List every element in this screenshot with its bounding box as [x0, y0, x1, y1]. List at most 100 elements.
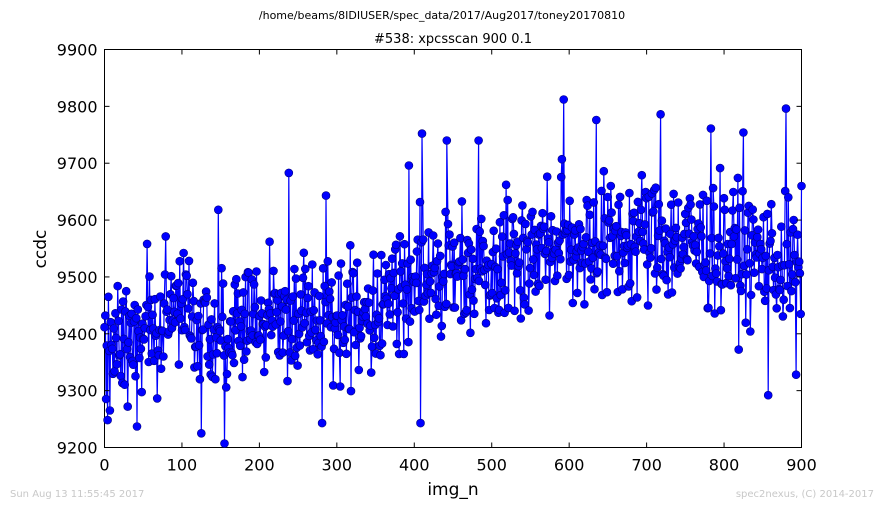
- data-point: [236, 322, 246, 331]
- data-point: [607, 208, 616, 217]
- y-tick-label: 9300: [57, 382, 98, 401]
- data-point: [148, 310, 157, 320]
- data-point: [214, 205, 223, 215]
- data-point: [364, 298, 374, 308]
- data-point: [228, 350, 237, 360]
- footer-credit: spec2nexus, (C) 2014-2017: [736, 489, 874, 500]
- data-point: [697, 232, 706, 241]
- data-point: [702, 196, 712, 206]
- data-point: [113, 281, 122, 291]
- data-point: [783, 193, 793, 202]
- data-point: [317, 418, 327, 428]
- data-point: [335, 348, 344, 358]
- data-point: [336, 259, 346, 268]
- data-point: [383, 299, 393, 309]
- data-point: [235, 341, 245, 351]
- data-point: [387, 254, 397, 264]
- data-point: [586, 275, 595, 284]
- data-point: [338, 310, 347, 320]
- data-point: [611, 221, 621, 231]
- data-point: [701, 266, 711, 275]
- data-point: [121, 286, 131, 296]
- data-point: [676, 264, 685, 273]
- data-point: [114, 316, 123, 326]
- data-point: [604, 216, 614, 225]
- data-point: [509, 229, 519, 239]
- data-point: [298, 273, 308, 283]
- x-axis-label: img_n: [427, 480, 478, 500]
- data-point: [299, 248, 309, 258]
- data-point: [345, 241, 355, 250]
- data-point: [671, 223, 681, 233]
- data-point: [523, 237, 533, 247]
- data-point: [766, 199, 776, 209]
- data-point: [415, 197, 425, 207]
- data-point: [511, 249, 520, 258]
- data-point: [656, 110, 665, 119]
- data-point: [118, 297, 128, 306]
- data-point: [797, 181, 806, 191]
- data-point: [636, 205, 646, 215]
- data-point: [204, 360, 214, 369]
- data-point: [307, 260, 317, 269]
- data-point: [514, 258, 524, 267]
- data-point: [542, 172, 552, 181]
- y-tick-label: 9800: [57, 97, 98, 116]
- data-point: [377, 339, 387, 348]
- data-point: [637, 170, 647, 180]
- data-point: [259, 367, 269, 377]
- data-point: [398, 299, 408, 308]
- suptitle-path: /home/beams/8IDIUSER/spec_data/2017/Aug2…: [259, 9, 625, 22]
- data-point: [367, 342, 377, 351]
- data-point: [320, 281, 330, 291]
- data-point: [476, 214, 486, 224]
- data-point: [467, 285, 477, 294]
- data-point: [661, 224, 671, 233]
- data-point: [176, 314, 185, 323]
- data-point: [704, 303, 713, 313]
- data-point: [389, 268, 399, 278]
- data-point: [732, 255, 742, 264]
- data-point: [405, 317, 415, 326]
- data-point: [669, 189, 678, 199]
- data-point: [773, 250, 782, 260]
- data-point: [392, 339, 402, 349]
- data-point: [652, 263, 662, 272]
- data-point: [132, 313, 141, 323]
- data-point: [343, 302, 353, 311]
- data-point: [179, 248, 188, 258]
- data-point: [521, 245, 531, 254]
- data-point: [238, 372, 247, 382]
- data-point: [342, 279, 352, 289]
- data-point: [748, 205, 758, 214]
- data-point: [284, 168, 294, 178]
- data-point: [265, 237, 274, 246]
- x-tick-label: 0: [99, 456, 109, 475]
- data-point: [601, 254, 611, 264]
- data-point: [325, 294, 335, 304]
- data-point: [581, 233, 591, 242]
- data-point: [195, 374, 205, 384]
- data-point: [614, 200, 623, 209]
- data-point: [782, 239, 792, 249]
- data-point: [435, 251, 445, 261]
- data-point: [404, 161, 414, 170]
- data-point: [141, 311, 150, 321]
- data-point: [166, 271, 176, 281]
- data-point: [632, 293, 642, 302]
- data-point: [541, 275, 550, 285]
- data-point: [400, 239, 409, 249]
- data-point: [591, 115, 601, 125]
- data-point: [793, 230, 802, 239]
- data-point: [425, 314, 434, 324]
- data-point: [426, 288, 436, 298]
- data-point: [123, 402, 132, 411]
- data-point: [706, 124, 716, 133]
- data-point: [559, 95, 569, 104]
- data-point: [210, 299, 219, 308]
- data-point: [728, 187, 738, 197]
- data-point: [791, 370, 801, 380]
- data-point: [352, 292, 361, 301]
- data-point: [173, 278, 183, 288]
- data-point: [417, 129, 427, 138]
